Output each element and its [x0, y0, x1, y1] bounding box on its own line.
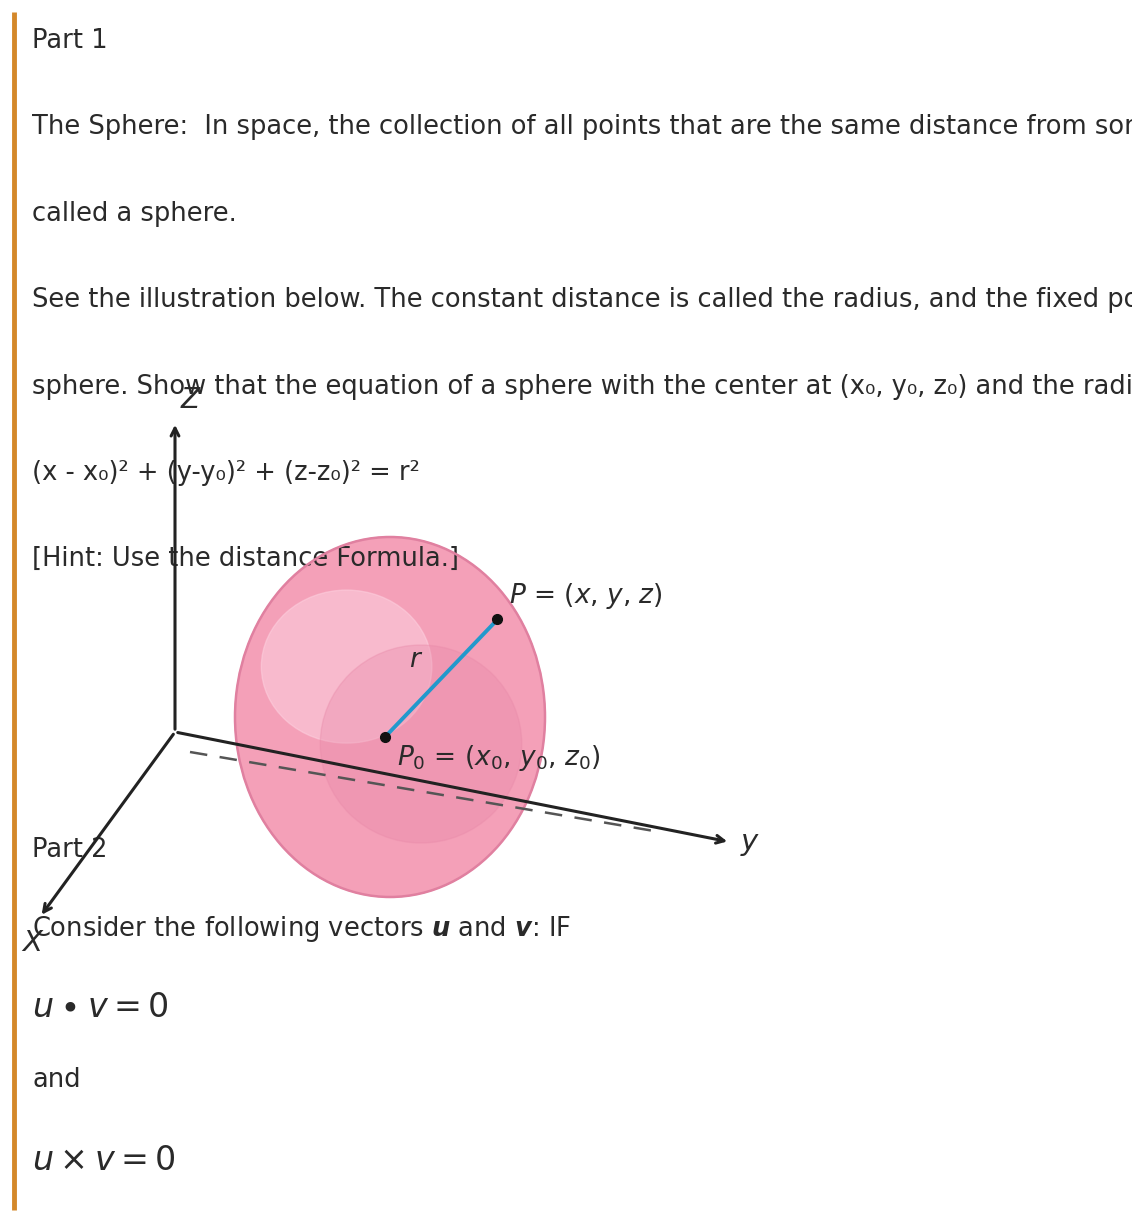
Text: See the illustration below. The constant distance is called the radius, and the : See the illustration below. The constant…: [32, 287, 1132, 313]
Text: $u \times v = 0$: $u \times v = 0$: [32, 1144, 175, 1177]
Ellipse shape: [320, 645, 522, 843]
Text: Part 2: Part 2: [32, 837, 108, 863]
Ellipse shape: [261, 590, 431, 743]
Text: $y$: $y$: [740, 830, 761, 858]
Text: $r$: $r$: [409, 648, 423, 673]
Text: (x - x₀)² + (y-y₀)² + (z-z₀)² = r²: (x - x₀)² + (y-y₀)² + (z-z₀)² = r²: [32, 459, 420, 486]
Text: $P_0$ = ($x_0$, $y_0$, $z_0$): $P_0$ = ($x_0$, $y_0$, $z_0$): [397, 743, 601, 774]
Text: and: and: [32, 1067, 80, 1094]
Text: Consider the following vectors $\boldsymbol{u}$ and $\boldsymbol{v}$: IF: Consider the following vectors $\boldsym…: [32, 914, 571, 943]
Text: [Hint: Use the distance Formula.]: [Hint: Use the distance Formula.]: [32, 546, 458, 572]
Text: Part 1: Part 1: [32, 28, 108, 54]
Text: Z: Z: [181, 386, 200, 414]
Text: $u \bullet v = 0$: $u \bullet v = 0$: [32, 991, 169, 1024]
Text: The Sphere:  In space, the collection of all points that are the same distance f: The Sphere: In space, the collection of …: [32, 115, 1132, 141]
Ellipse shape: [235, 536, 544, 897]
Text: sphere. Show that the equation of a sphere with the center at (x₀, y₀, z₀) and t: sphere. Show that the equation of a sphe…: [32, 374, 1132, 400]
Text: called a sphere.: called a sphere.: [32, 200, 237, 227]
Text: X: X: [22, 929, 42, 957]
Text: $\mathit{P}$ = ($\mathit{x}$, $\mathit{y}$, $\mathit{z}$): $\mathit{P}$ = ($\mathit{x}$, $\mathit{y…: [509, 582, 663, 611]
